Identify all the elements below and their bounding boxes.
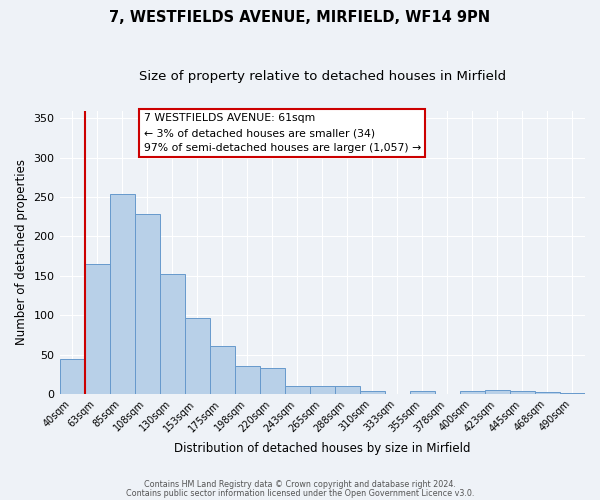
Y-axis label: Number of detached properties: Number of detached properties (15, 159, 28, 345)
Bar (285, 386, 310, 394)
Bar (560, 393, 585, 394)
Bar (310, 386, 335, 394)
Bar (134, 214, 160, 394)
Bar (235, 366, 260, 394)
Bar (85, 264, 110, 394)
Bar (209, 346, 235, 394)
Text: Contains public sector information licensed under the Open Government Licence v3: Contains public sector information licen… (126, 489, 474, 498)
Text: 7 WESTFIELDS AVENUE: 61sqm
← 3% of detached houses are smaller (34)
97% of semi-: 7 WESTFIELDS AVENUE: 61sqm ← 3% of detac… (143, 114, 421, 153)
Bar (260, 368, 285, 394)
Text: 7, WESTFIELDS AVENUE, MIRFIELD, WF14 9PN: 7, WESTFIELDS AVENUE, MIRFIELD, WF14 9PN (109, 10, 491, 25)
Bar (59, 360, 85, 394)
X-axis label: Distribution of detached houses by size in Mirfield: Distribution of detached houses by size … (174, 442, 470, 455)
Bar (485, 390, 510, 394)
Bar (535, 392, 560, 394)
Bar (160, 274, 185, 394)
Bar (410, 390, 435, 394)
Bar (460, 390, 485, 394)
Bar (360, 390, 385, 394)
Bar (510, 390, 535, 394)
Title: Size of property relative to detached houses in Mirfield: Size of property relative to detached ho… (139, 70, 506, 83)
Bar (185, 318, 209, 394)
Bar (335, 386, 360, 394)
Bar (110, 194, 134, 394)
Text: Contains HM Land Registry data © Crown copyright and database right 2024.: Contains HM Land Registry data © Crown c… (144, 480, 456, 489)
